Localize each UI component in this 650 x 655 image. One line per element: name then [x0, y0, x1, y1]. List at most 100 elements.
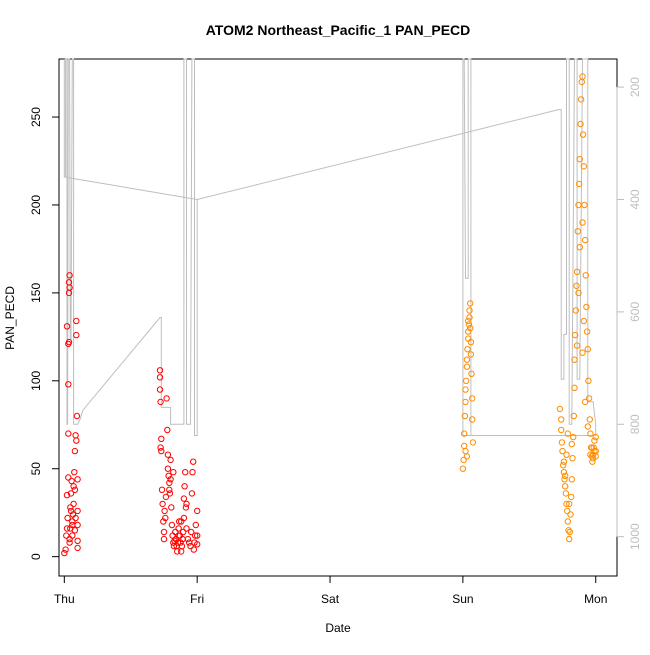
data-point	[74, 507, 81, 515]
x-tick-label: Thu	[54, 592, 75, 606]
data-point	[73, 412, 81, 420]
data-point	[192, 532, 199, 539]
data-point	[71, 527, 79, 534]
data-point	[570, 433, 577, 441]
chart-title: ATOM2 Northeast_Pacific_1 PAN_PECD	[206, 22, 471, 38]
data-point	[174, 548, 181, 555]
data-point	[175, 525, 182, 532]
data-point	[571, 356, 578, 363]
data-point	[63, 491, 71, 499]
data-point	[575, 201, 582, 209]
data-point	[174, 539, 182, 546]
data-point	[568, 476, 575, 483]
data-point	[469, 416, 476, 423]
data-point	[74, 521, 81, 529]
data-point	[71, 469, 78, 476]
data-point	[467, 351, 475, 358]
data-point	[591, 437, 598, 444]
data-point	[168, 504, 175, 511]
data-point	[570, 412, 577, 420]
y-tick-label: 50	[29, 462, 43, 476]
data-point	[465, 328, 472, 335]
data-point	[178, 542, 186, 550]
data-point	[167, 476, 174, 483]
data-point	[156, 367, 164, 374]
data-point	[571, 384, 578, 391]
data-point	[73, 331, 80, 339]
data-point	[165, 472, 172, 479]
data-point	[467, 338, 475, 346]
data-point	[559, 447, 566, 455]
data-point	[162, 514, 169, 522]
data-point	[161, 507, 168, 515]
data-point	[166, 486, 173, 493]
data-point	[74, 537, 81, 544]
data-point	[194, 507, 201, 515]
data-point	[65, 474, 72, 481]
data-point	[579, 219, 586, 226]
y-axis-label: PAN_PECD	[3, 286, 17, 350]
data-point	[73, 437, 80, 444]
x-axis: Thu Fri Sat Sun Mon	[54, 575, 607, 606]
y-axis: 0 50 100 150 200 250	[29, 107, 60, 560]
data-point	[468, 370, 475, 377]
data-point	[188, 528, 195, 536]
data-point	[469, 395, 476, 402]
y2-tick-label: 400	[628, 189, 642, 209]
y-tick-label: 100	[29, 370, 43, 390]
data-point	[171, 537, 178, 544]
data-point	[562, 483, 569, 490]
data-point	[568, 493, 575, 501]
data-point	[590, 444, 597, 451]
data-point	[66, 284, 73, 291]
data-point	[62, 546, 69, 553]
data-point	[158, 435, 165, 442]
y2-axis: 200 400 600 800 1000	[616, 77, 642, 550]
data-point	[579, 73, 586, 80]
data-point	[566, 500, 573, 508]
data-point	[573, 268, 581, 275]
data-point	[157, 444, 164, 451]
data-point	[163, 395, 170, 402]
x-tick-label: Sun	[452, 592, 473, 606]
data-point	[70, 500, 77, 508]
data-point	[575, 180, 583, 188]
data-point	[181, 483, 188, 490]
data-point	[467, 300, 474, 307]
data-point	[580, 317, 587, 325]
data-point	[580, 163, 587, 170]
data-point	[591, 447, 598, 455]
y-tick-label: 200	[29, 195, 43, 215]
data-point	[168, 521, 176, 529]
data-point	[162, 493, 170, 501]
x-tick-label: Fri	[190, 592, 204, 606]
data-point	[563, 500, 570, 508]
data-point	[560, 458, 568, 465]
data-point	[583, 303, 590, 311]
data-point	[186, 539, 193, 546]
data-point	[564, 430, 571, 437]
data-point	[583, 328, 591, 335]
data-point	[156, 386, 164, 393]
data-point	[462, 398, 469, 406]
data-point	[558, 426, 565, 434]
data-point	[584, 346, 591, 353]
data-point	[178, 518, 185, 525]
data-point	[190, 546, 198, 553]
data-point	[581, 236, 589, 244]
data-point	[67, 504, 74, 511]
data-point	[71, 486, 79, 493]
data-point	[464, 346, 471, 353]
data-point	[572, 307, 579, 314]
data-point	[178, 548, 185, 555]
data-point	[574, 228, 581, 235]
points-layer	[61, 73, 599, 557]
data-point	[561, 476, 568, 483]
data-point	[71, 447, 79, 455]
data-point	[589, 455, 597, 462]
y-tick-label: 150	[29, 283, 43, 303]
data-point	[558, 416, 565, 423]
data-point	[65, 381, 72, 388]
data-point	[166, 479, 173, 486]
